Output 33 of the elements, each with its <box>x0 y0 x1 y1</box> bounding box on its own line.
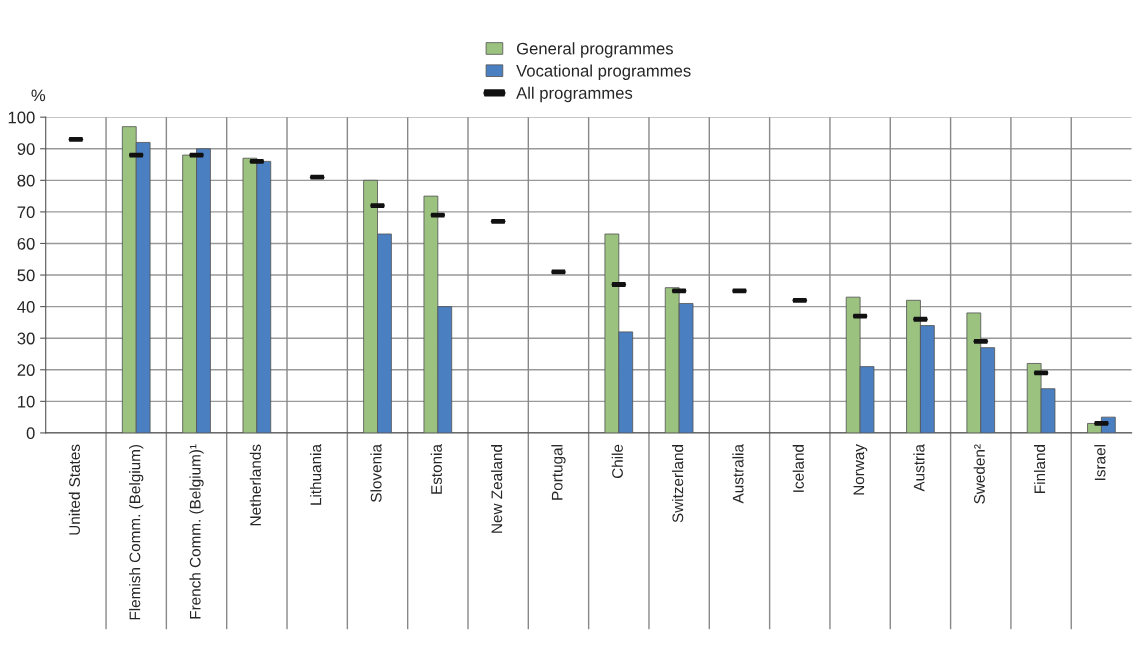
x-tick-label: Norway <box>853 444 868 495</box>
legend-label: General programmes <box>516 42 673 58</box>
x-tick-label: Australia <box>732 444 744 504</box>
y-tick-label: 10 <box>18 395 35 408</box>
y-tick-label: 60 <box>17 237 35 250</box>
x-tick-label: Portugal <box>551 445 566 500</box>
x-tick-label: Finland <box>1033 445 1046 493</box>
x-tick-label: Lithuania <box>310 444 322 505</box>
x-tick-label: Israel <box>1094 445 1106 480</box>
legend-label: All programmes <box>516 86 633 103</box>
x-tick-label: New Zealand <box>491 445 503 533</box>
y-tick-label: 40 <box>17 301 35 313</box>
y-tick-label: 70 <box>17 206 35 219</box>
y-axis-title: % <box>31 89 46 102</box>
x-tick-label: Estonia <box>430 444 442 494</box>
y-tick-label: 80 <box>17 174 35 187</box>
x-tick-label: Austria <box>913 444 925 492</box>
x-tick-label: Switzerland <box>672 445 684 523</box>
y-tick-label: 20 <box>17 364 35 376</box>
legend-label: Vocational programmes <box>516 64 691 80</box>
x-tick-label: United States <box>68 444 80 535</box>
y-tick-label: 50 <box>17 269 35 282</box>
y-tick-label: 0 <box>26 427 35 440</box>
x-tick-label: Netherlands <box>249 444 261 526</box>
x-tick-label: Iceland <box>792 445 804 492</box>
x-tick-label: French Comm. (Belgium)¹ <box>189 444 204 619</box>
y-tick-label: 100 <box>8 111 35 124</box>
x-tick-label: Chile <box>611 444 623 479</box>
x-tick-label: Slovenia <box>370 444 382 502</box>
x-tick-label: Flemish Comm. (Belgium) <box>129 444 144 620</box>
y-tick-label: 90 <box>17 143 35 155</box>
x-tick-label: Sweden² <box>973 444 985 504</box>
y-tick-label: 30 <box>17 332 35 345</box>
